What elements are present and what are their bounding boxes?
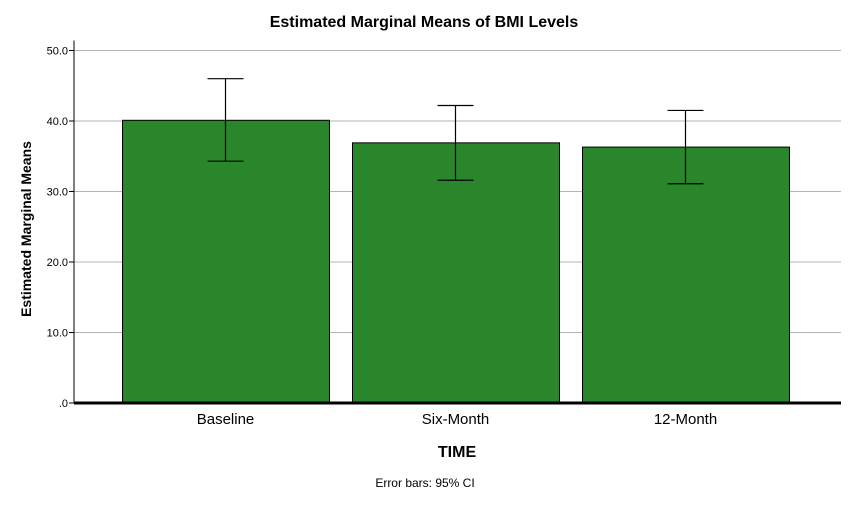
x-tick-label: Six-Month (422, 411, 490, 428)
x-tick-label: Baseline (197, 411, 255, 428)
y-axis-label: Estimated Marginal Means (18, 141, 34, 317)
x-axis-ticks: Baseline Six-Month 12-Month (197, 411, 717, 428)
y-tick-label: 20.0 (47, 257, 68, 269)
chart-title: Estimated Marginal Means of BMI Levels (270, 14, 579, 31)
y-axis-ticks: .0 10.0 20.0 30.0 40.0 50.0 (47, 46, 74, 410)
error-bars (207, 78, 704, 185)
axes (73, 40, 841, 405)
x-tick-label: 12-Month (654, 411, 717, 428)
bar (582, 146, 790, 404)
y-tick-label: .0 (59, 398, 68, 410)
bar (122, 119, 330, 404)
error-bars-footnote: Error bars: 95% CI (375, 476, 474, 490)
y-tick-label: 50.0 (47, 46, 68, 58)
y-tick-label: 30.0 (47, 187, 68, 199)
bars (122, 119, 790, 404)
x-axis-label: TIME (438, 444, 477, 461)
y-tick-label: 10.0 (47, 328, 68, 340)
bar (352, 142, 560, 404)
y-tick-label: 40.0 (47, 116, 68, 128)
